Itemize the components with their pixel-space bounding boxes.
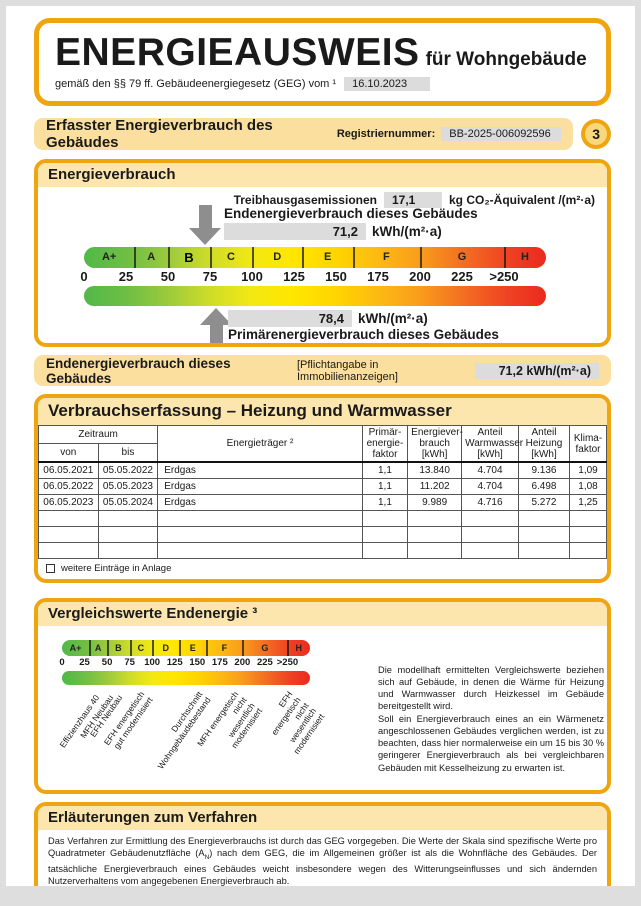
class-label: D [273,251,282,263]
energy-class-scale: A+ A B C D E F G H 0 25 50 75 100 125 [80,247,546,306]
table-row-empty [38,509,607,527]
end-energy-label: Endenergieverbrauch dieses Gebäudes [224,206,478,221]
energy-consumption-body: Treibhausgasemissionen 17,1 kg CO₂-Äquiv… [38,187,607,343]
end-energy-arrow-down-icon [188,205,222,245]
scale-tick-labels: 0 25 50 75 100 125 150 175 200 225 >250 [80,269,519,284]
col-header-zeitraum: Zeitraum [38,424,159,445]
energy-class-bar: A+ A B C D E F G H [84,247,546,268]
band-title: Erfasster Energieverbrauch des Gebäudes [46,117,273,151]
end-energy-label-block: Endenergieverbrauch dieses Gebäudes 71,2… [224,206,478,240]
class-label: H [520,251,529,263]
class-label: A+ [101,251,117,263]
class-label: C [227,251,235,263]
table-row: 06.05.2021 05.05.2022 Erdgas 1,1 13.840 4.7… [38,461,607,479]
col-header-von: von [38,443,99,464]
class-label-current: B [184,250,194,265]
comparison-gradient-bar [62,670,310,685]
procedure-notes-text: Das Verfahren zur Ermittlung des Energie… [48,835,597,887]
end-energy-unit: kWh/(m²·a) [372,224,442,239]
comparison-class-bar: A+ A B C D E F G H [62,639,310,656]
col-header-heizung: Anteil Heizung [kWh] [517,425,571,463]
procedure-notes-section: Erläuterungen zum Verfahren Das Verfahre… [34,801,611,887]
more-entries-label: weitere Einträge in Anlage [61,562,172,574]
more-entries-checkbox[interactable] [46,563,55,573]
table-row: 06.05.2023 05.05.2024 Erdgas 1,1 9.989 4.71… [38,493,607,511]
col-header-verbrauch: Energiever- brauch [kWh] [407,425,463,463]
comparison-tick-labels: 0 25 50 75 100 125 150 175 200 225 >250 [59,656,299,668]
primary-energy-arrow-up-icon [199,308,233,343]
primary-energy-value-field: 78,4 [228,310,352,327]
energy-certificate-page: ENERGIEAUSWEIS für Wohngebäude gemäß den … [6,6,635,886]
document-title: ENERGIEAUSWEIS [55,31,420,74]
table-row-empty [38,541,607,559]
primary-energy-unit: kWh/(m²·a) [358,311,428,326]
primary-energy-label: Primärenergieverbrauch dieses Gebäudes [228,327,499,342]
registration-number-field: BB-2025-006092596 [441,127,562,141]
mandatory-note: [Pflichtangabe in Immobilienanzeigen] [296,358,398,383]
consumption-table: Zeitraum Energieträger ² Primär- energie… [38,424,607,559]
ghg-value-field: 17,1 [383,192,442,208]
section-title-erlaeuterungen: Erläuterungen zum Verfahren [38,805,607,830]
end-energy-value-field: 71,2 [224,223,366,240]
comparison-body: A+ A B C D E F G H 0 25 50 75 100 125 [38,626,607,790]
mandatory-value-field: 71,2 kWh/(m²·a) [475,362,599,379]
document-subtitle: für Wohngebäude [425,49,587,70]
law-reference-text: gemäß den §§ 79 ff. Gebäudeenergiegesetz… [55,78,337,90]
ghg-unit: kg CO₂-Äquivalent /(m²·a) [448,193,595,207]
comparison-explanation-text: Die modellhaft ermittelten Vergleichswer… [378,664,604,773]
comparison-scale: A+ A B C D E F G H 0 25 50 75 100 125 [59,639,310,685]
class-label: E [323,251,332,263]
col-header-pef: Primär- energie- faktor [361,425,409,463]
section-title-energieverbrauch: Energieverbrauch [38,163,607,187]
registration-number-label: Registriernummer: [336,128,436,140]
mandatory-disclosure-band: Endenergieverbrauch dieses Gebäudes [Pfl… [34,355,611,386]
page-number-badge: 3 [581,119,611,149]
document-title-box: ENERGIEAUSWEIS für Wohngebäude gemäß den … [34,18,611,106]
recorded-consumption-band: Erfasster Energieverbrauch des Gebäudes … [34,117,574,151]
col-header-energietraeger: Energieträger ² [157,425,363,463]
comparison-markers: Effizienzhaus 40 MFH Neubau EFH Neubau E… [57,688,326,788]
mandatory-label: Endenergieverbrauch dieses Gebäudes [46,355,231,386]
col-header-warmwasser: Anteil Warmwasser [kWh] [461,425,523,463]
section-band-row: Erfasster Energieverbrauch des Gebäudes … [34,117,611,151]
energy-consumption-section: Energieverbrauch Treibhausgasemissionen … [34,159,611,347]
ghg-label: Treibhausgasemissionen [233,193,377,207]
table-row-empty [38,525,607,543]
consumption-records-section: Verbrauchserfassung – Heizung und Warmwa… [34,394,611,583]
class-label: A [147,251,156,263]
section-title-verbrauchserfassung: Verbrauchserfassung – Heizung und Warmwa… [38,398,607,425]
table-row: 06.05.2022 05.05.2023 Erdgas 1,1 11.202 4.7… [38,477,607,495]
class-label: F [383,251,390,263]
primary-energy-label-block: 78,4 kWh/(m²·a) Primärenergieverbrauch d… [228,310,499,342]
class-label: G [457,251,467,263]
col-header-bis: bis [97,443,159,464]
geg-date-field: 16.10.2023 [344,77,431,91]
ghg-emissions-row: Treibhausgasemissionen 17,1 kg CO₂-Äquiv… [234,192,595,208]
energy-gradient-bar [84,286,546,306]
col-header-klima: Klima- faktor [569,425,607,463]
section-title-vergleichswerte: Vergleichswerte Endenergie ³ [38,601,607,626]
comparison-values-section: Vergleichswerte Endenergie ³ A+ A B C D … [34,597,611,794]
